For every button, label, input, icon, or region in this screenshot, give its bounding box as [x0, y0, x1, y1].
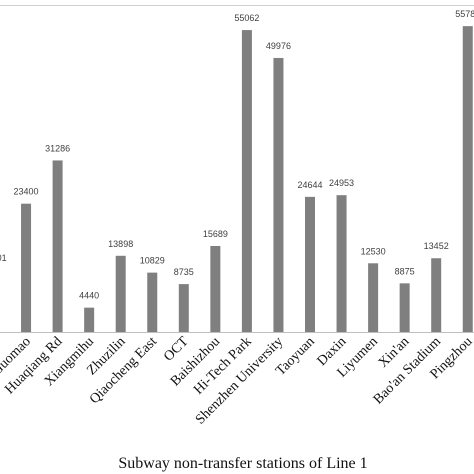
value-label: 23400	[14, 187, 39, 197]
bar	[273, 57, 284, 332]
bar	[210, 245, 221, 332]
value-label: 24953	[329, 178, 354, 188]
x-axis-title: Subway non-transfer stations of Line 1	[118, 455, 367, 472]
value-label: 8875	[395, 266, 415, 276]
bar	[431, 258, 442, 332]
bar	[178, 284, 189, 332]
value-label: 49976	[266, 41, 291, 51]
value-label: 55781	[455, 9, 474, 19]
value-label: 24644	[297, 180, 322, 190]
value-label: 31286	[45, 143, 70, 153]
value-label: 8735	[174, 267, 194, 277]
bars: 1130123400Guomao31286Huaqiang Rd4440Xian…	[0, 9, 474, 427]
bar	[241, 30, 252, 333]
bar	[84, 307, 95, 332]
bar	[305, 196, 315, 332]
value-label: 13452	[424, 241, 449, 251]
bar	[147, 272, 158, 332]
value-label: 10829	[140, 256, 165, 266]
bar	[462, 26, 473, 332]
value-label: 12530	[361, 246, 386, 256]
value-label: 13898	[108, 239, 133, 249]
bar	[336, 195, 347, 332]
bar	[115, 255, 126, 332]
bar	[52, 160, 63, 332]
value-label: 15689	[203, 229, 228, 239]
bar	[368, 263, 379, 332]
bar	[399, 283, 410, 332]
bar	[21, 203, 32, 332]
value-label: 11301	[0, 253, 7, 263]
value-label: 55062	[234, 13, 259, 23]
value-label: 4440	[79, 291, 99, 301]
